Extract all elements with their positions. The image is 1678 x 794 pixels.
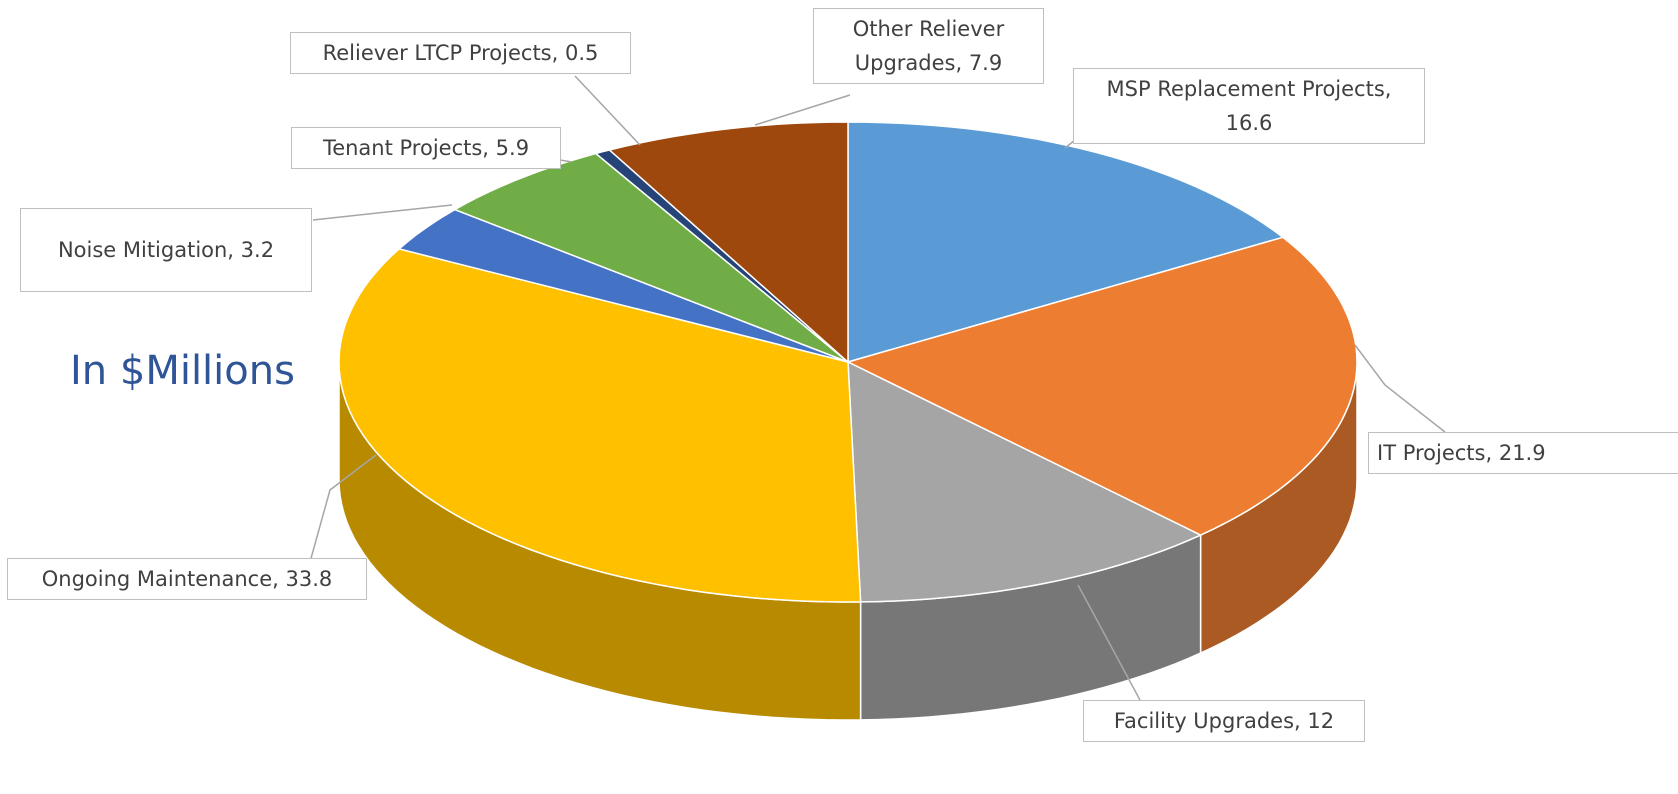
pie-tops: [338, 121, 1358, 603]
pie-slice: [847, 360, 1203, 603]
leader-line: [754, 94, 851, 126]
leader-line: [312, 204, 453, 221]
data-label: Ongoing Maintenance, 33.8: [7, 558, 367, 600]
data-label: Facility Upgrades, 12: [1083, 700, 1365, 742]
leader-line: [1354, 344, 1446, 433]
leader-lines: [309, 75, 1446, 701]
data-label: IT Projects, 21.9: [1368, 432, 1678, 474]
pie-slice: [845, 236, 1358, 536]
pie-slice: [338, 248, 862, 603]
data-label: Noise Mitigation, 3.2: [20, 208, 312, 292]
leader-line: [309, 454, 377, 563]
pie-slice: [847, 121, 1285, 363]
pie-sides: [338, 361, 1358, 721]
pie-slice: [607, 121, 849, 364]
pie-slice: [453, 152, 849, 363]
data-label: MSP Replacement Projects, 16.6: [1073, 68, 1425, 144]
data-label: Other Reliever Upgrades, 7.9: [813, 8, 1044, 84]
leader-line: [574, 75, 641, 146]
pie-slice: [397, 208, 849, 363]
chart-title: In $Millions: [70, 348, 295, 394]
data-label: Tenant Projects, 5.9: [291, 127, 561, 169]
leader-line: [559, 159, 573, 163]
leader-line: [1077, 584, 1141, 701]
data-label: Reliever LTCP Projects, 0.5: [290, 32, 631, 74]
